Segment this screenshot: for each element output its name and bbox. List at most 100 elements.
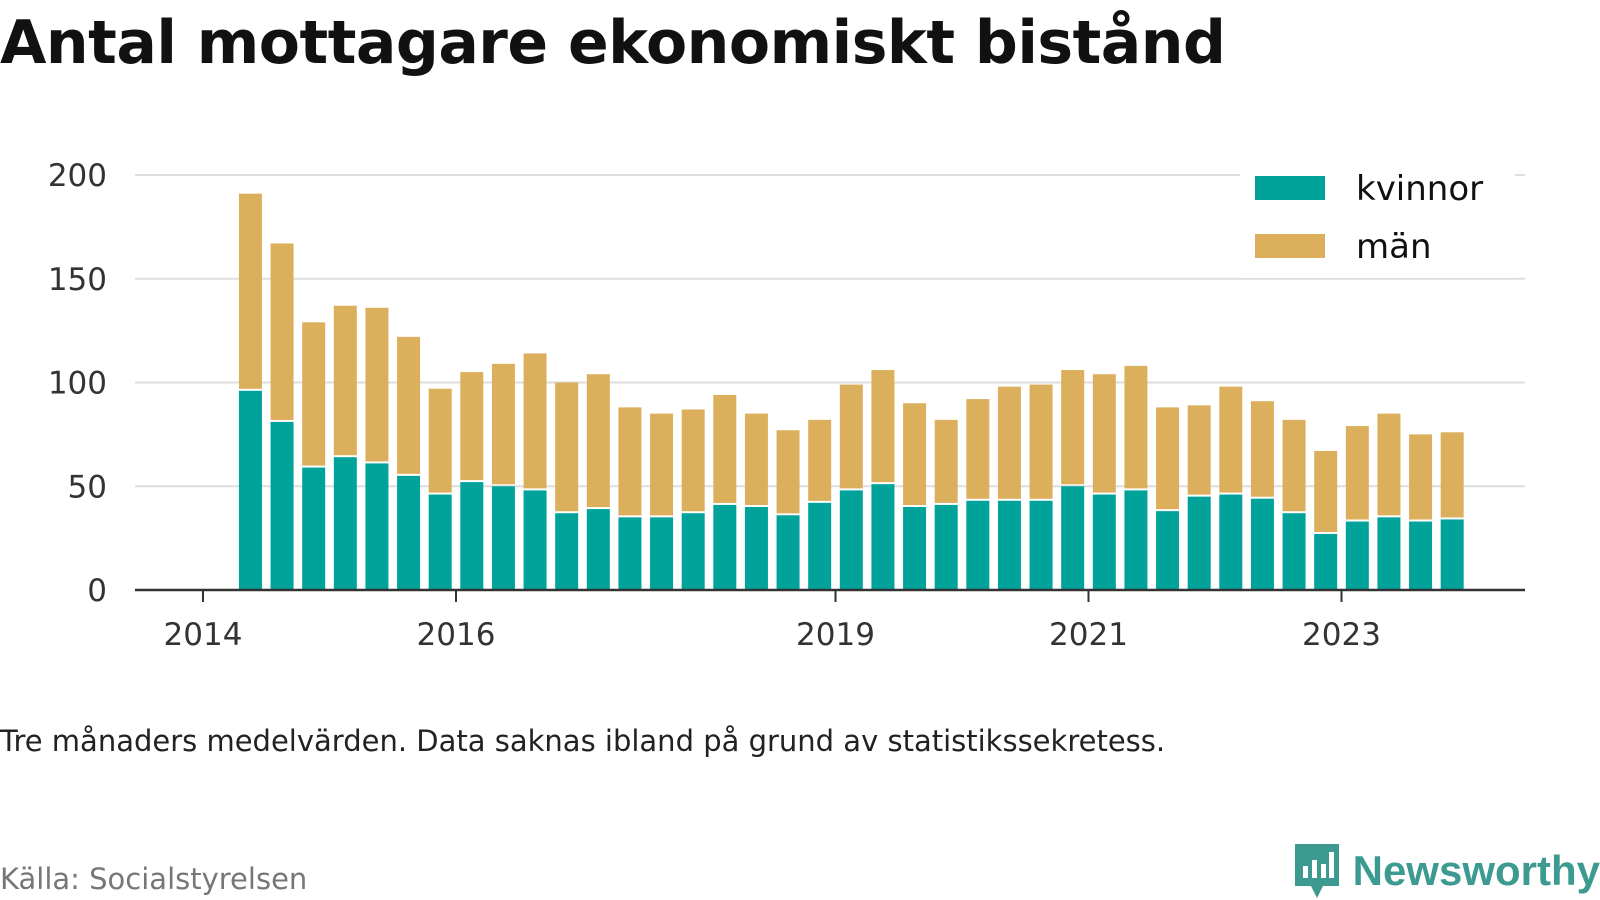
bar-man bbox=[1345, 426, 1369, 520]
bar-man bbox=[1377, 413, 1401, 516]
chart-note: Tre månaders medelvärden. Data saknas ib… bbox=[0, 724, 1166, 758]
legend: kvinnor män bbox=[1240, 160, 1515, 278]
x-tick-label: 2014 bbox=[164, 617, 243, 653]
bar-kvinnor bbox=[1092, 494, 1116, 590]
legend-swatch-man bbox=[1255, 234, 1325, 258]
bar-kvinnor bbox=[333, 457, 357, 590]
bar-kvinnor bbox=[1029, 500, 1053, 590]
y-tick-label: 150 bbox=[48, 262, 107, 298]
bar-kvinnor bbox=[903, 507, 927, 590]
y-axis-ticks: 0 50 100 150 200 bbox=[48, 158, 107, 609]
source-label: Källa: Socialstyrelsen bbox=[0, 862, 308, 896]
bar-man bbox=[1250, 401, 1274, 497]
bar-kvinnor bbox=[428, 494, 452, 590]
bar-kvinnor bbox=[555, 513, 579, 590]
bar-man bbox=[903, 403, 927, 505]
bar-man bbox=[997, 386, 1021, 499]
x-axis: 2014 2016 2019 2021 2023 bbox=[135, 588, 1525, 653]
bar-kvinnor bbox=[997, 500, 1021, 590]
chart-title: Antal mottagare ekonomiskt bistånd bbox=[0, 8, 1226, 78]
newsworthy-logo-icon bbox=[1294, 844, 1339, 898]
bar-man bbox=[460, 372, 484, 481]
bar-man bbox=[238, 193, 262, 389]
bar-kvinnor bbox=[365, 463, 389, 590]
bar-kvinnor bbox=[1219, 494, 1243, 590]
bar-kvinnor bbox=[618, 517, 642, 590]
bars bbox=[238, 193, 1464, 590]
bar-kvinnor bbox=[238, 390, 262, 590]
bar-man bbox=[1187, 405, 1211, 495]
bar-man bbox=[618, 407, 642, 516]
x-tick-label: 2021 bbox=[1049, 617, 1128, 653]
bar-man bbox=[1061, 370, 1085, 485]
bar-man bbox=[966, 399, 990, 499]
bar-man bbox=[1440, 432, 1464, 518]
bar-kvinnor bbox=[270, 421, 294, 590]
bar-kvinnor bbox=[1124, 490, 1148, 590]
bar-man bbox=[397, 336, 421, 474]
bar-man bbox=[1156, 407, 1180, 510]
bar-kvinnor bbox=[397, 475, 421, 590]
bar-man bbox=[713, 394, 737, 503]
bar-man bbox=[365, 307, 389, 462]
bar-kvinnor bbox=[1061, 486, 1085, 590]
bar-kvinnor bbox=[839, 490, 863, 590]
bar-man bbox=[270, 243, 294, 420]
bar-man bbox=[1219, 386, 1243, 493]
bar-kvinnor bbox=[491, 486, 515, 590]
bar-kvinnor bbox=[1409, 521, 1433, 590]
bar-kvinnor bbox=[934, 504, 958, 590]
legend-swatch-kvinnor bbox=[1255, 176, 1325, 200]
x-tick-label: 2019 bbox=[796, 617, 875, 653]
bar-kvinnor bbox=[744, 507, 768, 590]
bar-kvinnor bbox=[1156, 511, 1180, 590]
brand-name: Newsworthy bbox=[1352, 847, 1600, 894]
bar-man bbox=[428, 388, 452, 493]
bar-kvinnor bbox=[1187, 496, 1211, 590]
bar-man bbox=[650, 413, 674, 516]
bar-kvinnor bbox=[523, 490, 547, 590]
y-tick-label: 200 bbox=[48, 158, 107, 194]
y-tick-label: 0 bbox=[87, 573, 107, 609]
bar-man bbox=[776, 430, 800, 514]
bar-man bbox=[1124, 365, 1148, 489]
bar-kvinnor bbox=[650, 517, 674, 590]
bar-man bbox=[1314, 450, 1338, 532]
bar-kvinnor bbox=[1314, 533, 1338, 590]
bar-man bbox=[1092, 374, 1116, 493]
bar-kvinnor bbox=[1282, 513, 1306, 590]
bar-kvinnor bbox=[1345, 521, 1369, 590]
bar-man bbox=[1409, 434, 1433, 520]
bar-man bbox=[1029, 384, 1053, 499]
bar-man bbox=[523, 353, 547, 489]
bar-man bbox=[302, 322, 326, 466]
bar-man bbox=[491, 363, 515, 485]
bar-kvinnor bbox=[460, 482, 484, 590]
y-tick-label: 100 bbox=[48, 366, 107, 402]
legend-label-man: män bbox=[1356, 227, 1432, 267]
bar-kvinnor bbox=[871, 484, 895, 590]
y-tick-label: 50 bbox=[68, 469, 107, 505]
legend-label-kvinnor: kvinnor bbox=[1356, 169, 1483, 209]
bar-man bbox=[744, 413, 768, 505]
bar-man bbox=[681, 409, 705, 512]
bar-man bbox=[1282, 419, 1306, 512]
x-tick-label: 2023 bbox=[1302, 617, 1381, 653]
bar-man bbox=[871, 370, 895, 483]
brand-logo: Newsworthy bbox=[1291, 842, 1600, 900]
bar-kvinnor bbox=[808, 502, 832, 590]
bar-kvinnor bbox=[1440, 519, 1464, 590]
bar-kvinnor bbox=[966, 500, 990, 590]
bar-kvinnor bbox=[713, 504, 737, 590]
bar-kvinnor bbox=[1377, 517, 1401, 590]
x-tick-label: 2016 bbox=[417, 617, 496, 653]
bar-kvinnor bbox=[681, 513, 705, 590]
bar-man bbox=[555, 382, 579, 512]
bar-man bbox=[586, 374, 610, 508]
bar-kvinnor bbox=[586, 509, 610, 590]
bar-kvinnor bbox=[776, 515, 800, 590]
bar-man bbox=[839, 384, 863, 489]
bar-kvinnor bbox=[1250, 498, 1274, 590]
chart: 0 50 100 150 200 2014 2016 2019 2021 2023 kvinno… bbox=[48, 158, 1525, 653]
bar-man bbox=[808, 419, 832, 501]
